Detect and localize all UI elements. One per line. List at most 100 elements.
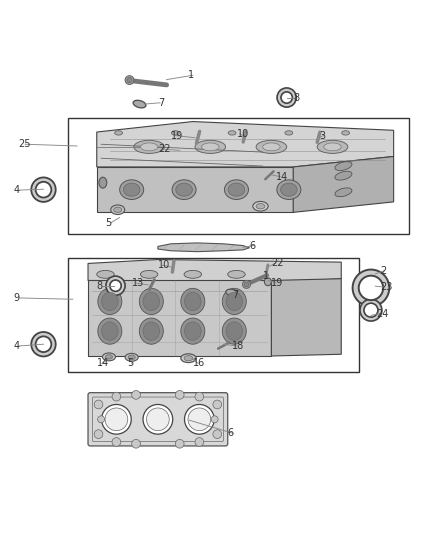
- Ellipse shape: [99, 177, 107, 188]
- Ellipse shape: [222, 288, 246, 314]
- Text: 19: 19: [272, 278, 284, 288]
- Ellipse shape: [98, 318, 122, 344]
- Ellipse shape: [184, 356, 193, 361]
- Circle shape: [132, 439, 141, 448]
- Text: 14: 14: [97, 358, 109, 368]
- Text: 18: 18: [232, 341, 244, 351]
- Text: 22: 22: [158, 144, 170, 154]
- Ellipse shape: [201, 143, 219, 151]
- Circle shape: [132, 391, 141, 399]
- Ellipse shape: [367, 271, 377, 277]
- Text: 3: 3: [319, 131, 325, 141]
- Ellipse shape: [181, 318, 205, 344]
- Circle shape: [360, 299, 382, 321]
- Circle shape: [98, 416, 105, 423]
- Ellipse shape: [102, 322, 118, 340]
- Ellipse shape: [224, 180, 248, 199]
- Ellipse shape: [181, 354, 196, 362]
- Ellipse shape: [228, 131, 236, 135]
- Circle shape: [112, 438, 121, 446]
- Circle shape: [106, 276, 125, 295]
- Ellipse shape: [120, 180, 144, 199]
- Text: 6: 6: [250, 240, 256, 251]
- Ellipse shape: [141, 270, 158, 278]
- Ellipse shape: [181, 288, 205, 314]
- Circle shape: [35, 336, 51, 352]
- Ellipse shape: [111, 205, 125, 215]
- Ellipse shape: [317, 140, 348, 154]
- Ellipse shape: [98, 288, 122, 314]
- Ellipse shape: [342, 131, 350, 135]
- Circle shape: [147, 408, 169, 431]
- Circle shape: [31, 177, 56, 202]
- Text: 8: 8: [97, 281, 103, 290]
- Text: 8: 8: [293, 93, 299, 103]
- Circle shape: [195, 438, 204, 446]
- Circle shape: [281, 92, 292, 103]
- Polygon shape: [88, 280, 272, 356]
- Ellipse shape: [226, 322, 243, 340]
- Ellipse shape: [176, 183, 192, 196]
- Ellipse shape: [263, 143, 280, 151]
- FancyBboxPatch shape: [88, 393, 228, 446]
- Text: 2: 2: [381, 266, 387, 276]
- Ellipse shape: [265, 278, 272, 286]
- Ellipse shape: [184, 322, 201, 340]
- FancyBboxPatch shape: [92, 397, 223, 441]
- Bar: [68, 118, 409, 234]
- Ellipse shape: [143, 292, 159, 311]
- Circle shape: [127, 77, 132, 83]
- Ellipse shape: [226, 292, 243, 311]
- Ellipse shape: [256, 204, 265, 209]
- Text: 9: 9: [14, 293, 20, 303]
- Ellipse shape: [128, 355, 135, 359]
- Ellipse shape: [195, 140, 226, 154]
- Ellipse shape: [134, 140, 164, 154]
- Ellipse shape: [228, 270, 245, 278]
- Ellipse shape: [141, 143, 158, 151]
- Circle shape: [353, 270, 389, 306]
- Text: 22: 22: [272, 258, 284, 268]
- Circle shape: [175, 439, 184, 448]
- Circle shape: [94, 400, 103, 409]
- Text: 24: 24: [376, 309, 389, 319]
- Circle shape: [213, 430, 222, 439]
- Text: 1: 1: [188, 70, 194, 80]
- Ellipse shape: [133, 100, 146, 108]
- Ellipse shape: [115, 131, 123, 135]
- Ellipse shape: [226, 289, 237, 295]
- Ellipse shape: [335, 161, 352, 171]
- Text: 7: 7: [158, 98, 164, 108]
- Circle shape: [35, 182, 51, 198]
- Polygon shape: [97, 122, 394, 167]
- Circle shape: [359, 276, 383, 300]
- Polygon shape: [158, 243, 250, 252]
- Text: 4: 4: [14, 341, 20, 351]
- Text: 5: 5: [127, 358, 134, 368]
- Ellipse shape: [102, 292, 118, 311]
- Circle shape: [213, 400, 222, 409]
- Circle shape: [110, 280, 121, 292]
- Circle shape: [175, 391, 184, 399]
- Circle shape: [244, 282, 249, 287]
- Ellipse shape: [228, 183, 245, 196]
- Ellipse shape: [281, 183, 297, 196]
- Text: 19: 19: [171, 131, 183, 141]
- Ellipse shape: [139, 288, 163, 314]
- Text: 23: 23: [381, 282, 393, 292]
- Ellipse shape: [184, 270, 201, 278]
- Ellipse shape: [139, 318, 163, 344]
- Ellipse shape: [97, 270, 114, 278]
- Ellipse shape: [172, 180, 196, 199]
- Bar: [68, 258, 359, 372]
- Ellipse shape: [124, 183, 140, 196]
- Circle shape: [211, 416, 218, 423]
- Ellipse shape: [277, 180, 301, 199]
- Text: 10: 10: [158, 260, 170, 270]
- Circle shape: [364, 303, 378, 317]
- Text: 1: 1: [263, 271, 269, 281]
- Ellipse shape: [335, 171, 352, 180]
- Ellipse shape: [285, 131, 293, 135]
- Circle shape: [112, 392, 121, 401]
- Ellipse shape: [125, 353, 138, 361]
